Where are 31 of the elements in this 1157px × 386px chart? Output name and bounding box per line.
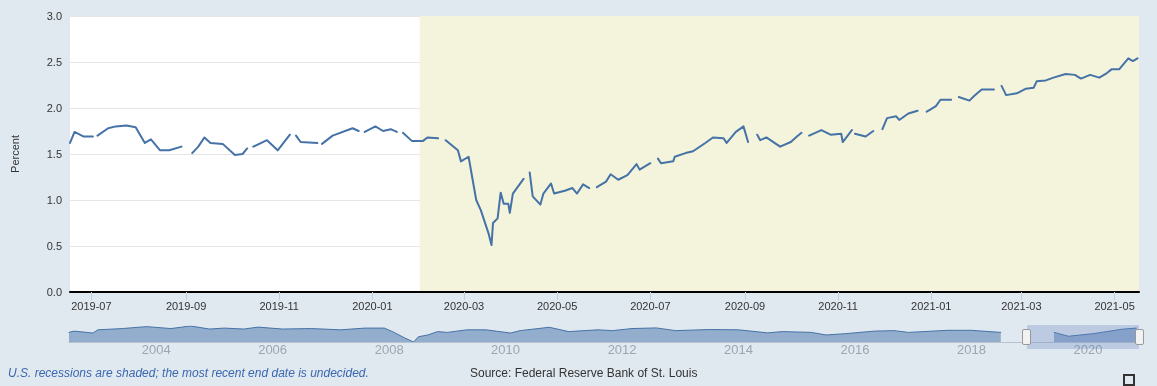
y-tick-label: 2.0 <box>46 102 62 114</box>
x-tick-label: 2008 <box>374 342 404 357</box>
x-tick-label: 2006 <box>258 342 288 357</box>
x-tick-label: 2010 <box>491 342 521 357</box>
y-tick-label: 2.5 <box>46 56 62 68</box>
x-tick-label: 2014 <box>724 342 753 357</box>
x-tick-label: 2021-05 <box>1094 299 1135 312</box>
x-tick-label: 2016 <box>840 342 870 357</box>
y-tick-label: 1.5 <box>46 148 62 160</box>
x-tick-label: 2021-03 <box>1001 299 1042 312</box>
x-tick-label: 2019-07 <box>71 299 112 312</box>
source-note: Source: Federal Reserve Bank of St. Louis <box>470 366 698 380</box>
x-tick-label: 2019-11 <box>259 299 299 312</box>
y-tick-label: 1.0 <box>46 194 62 206</box>
x-tick-label: 2021-01 <box>911 299 952 312</box>
y-axis-title: Percent <box>8 135 21 173</box>
x-tick-label: 2012 <box>607 342 637 357</box>
x-tick-label: 2020-09 <box>724 299 766 312</box>
y-tick-label: 0.5 <box>46 240 62 252</box>
x-tick-label: 2020-03 <box>443 299 485 312</box>
text: U.S. recessions are shaded; the most recent end date is undecided. <box>8 366 369 380</box>
x-tick-label: 2004 <box>141 342 171 357</box>
x-tick-label: 2020-11 <box>818 299 858 312</box>
x-tick-label: 2020-05 <box>536 299 578 312</box>
x-tick-label: 2019-09 <box>165 299 207 312</box>
x-tick-label: 2020-07 <box>630 299 671 312</box>
x-tick-label: 2020 <box>1073 342 1103 357</box>
x-tick-label: 2018 <box>956 342 986 357</box>
x-tick-label: 2020-01 <box>352 299 393 312</box>
y-tick-label: 0.0 <box>46 286 62 298</box>
y-tick-label: 3.0 <box>46 10 62 22</box>
